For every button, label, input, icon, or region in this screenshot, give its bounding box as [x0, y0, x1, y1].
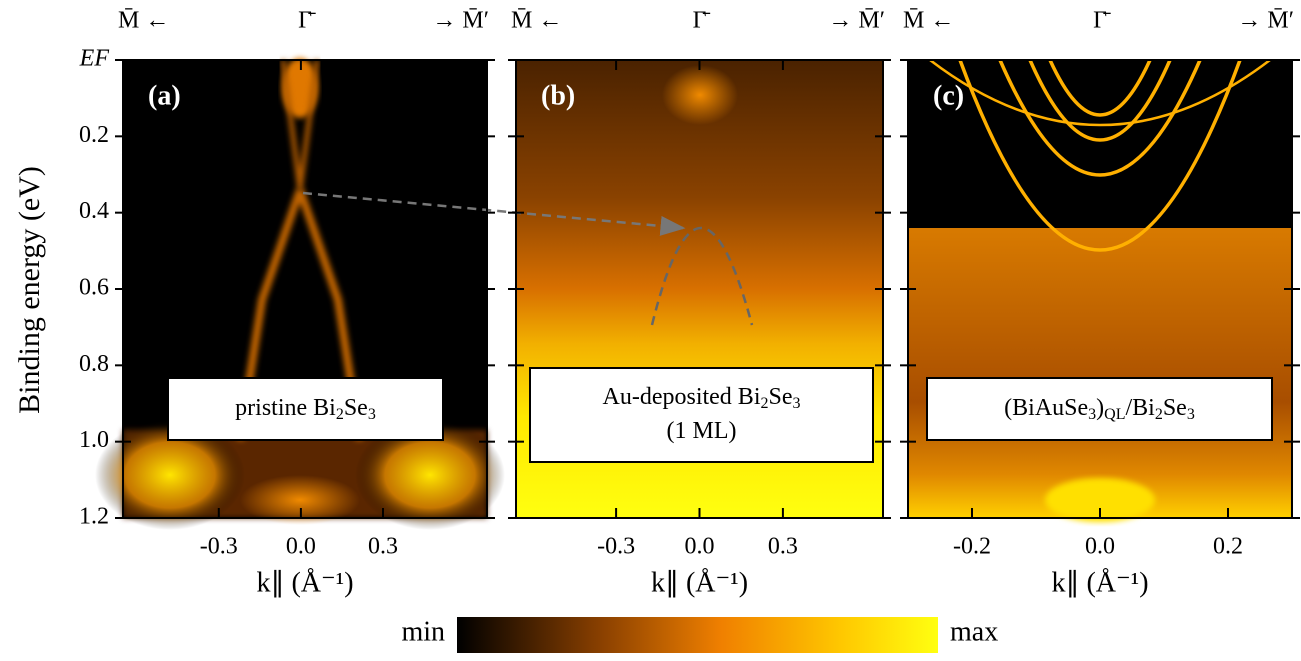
annotation: (1 ML): [667, 418, 737, 444]
annotation-part: Au-deposited Bi: [603, 384, 761, 410]
annotation-part: 2: [336, 406, 344, 423]
colorbar-min: min: [401, 616, 445, 647]
top-label: → M̄′: [1237, 8, 1294, 34]
y-axis-label: Binding energy (eV): [13, 166, 46, 414]
annotation-part: 3: [1187, 406, 1195, 423]
panel-a-image: [95, 58, 505, 530]
annotation-part: ): [1096, 395, 1104, 421]
x-tick-label: 0.3: [368, 534, 398, 560]
annotation-box: [926, 377, 1273, 441]
annotation-part: /Bi: [1125, 395, 1155, 421]
x-tick-label: -0.3: [200, 534, 238, 560]
x-tick-label: 0.0: [1085, 534, 1115, 560]
x-tick-label: -0.2: [953, 534, 991, 560]
y-tick-label: 1.0: [79, 427, 109, 453]
annotation-part: Se: [1163, 395, 1187, 421]
x-tick-label: 0.0: [685, 534, 715, 560]
annotation-part: QL: [1104, 406, 1125, 423]
top-label: Γ̄: [298, 8, 316, 34]
y-tick-label: 0.2: [79, 122, 109, 148]
panel-label: (a): [148, 80, 181, 111]
y-tick-label: EF: [79, 46, 110, 72]
annotation-box: [529, 367, 874, 463]
annotation-part: Se: [768, 384, 792, 410]
x-tick-label: 0.0: [286, 534, 316, 560]
x-tick-label: -0.3: [597, 534, 635, 560]
colorbar-max: max: [950, 616, 998, 647]
top-label: Γ̄: [1093, 8, 1111, 34]
top-label: M̄ ←: [903, 8, 954, 34]
colorbar: min max: [401, 616, 998, 653]
y-tick-label: 0.8: [79, 351, 109, 377]
annotation-part: 3: [1088, 406, 1096, 423]
annotation: (BiAuSe3)QL/Bi2Se3: [1004, 395, 1195, 423]
top-label: M̄ ←: [118, 8, 169, 34]
arrow: [302, 191, 686, 236]
annotation-part: pristine Bi: [235, 395, 336, 421]
annotation: Au-deposited Bi2Se3: [603, 384, 801, 412]
annotation-part: 2: [1155, 406, 1163, 423]
x-tick-label: 0.2: [1213, 534, 1243, 560]
panel-label: (c): [933, 80, 964, 111]
annotation-part: 2: [760, 395, 768, 412]
annotation-part: 3: [368, 406, 376, 423]
panel-label: (b): [541, 80, 575, 111]
annotation-part: (BiAuSe: [1004, 395, 1088, 421]
x-axis-label: k∥ (Å⁻¹): [1051, 567, 1148, 598]
x-tick-label: 0.3: [768, 534, 798, 560]
top-label: Γ̄: [693, 8, 711, 34]
top-label: → M̄′: [828, 8, 885, 34]
annotation-part: (1 ML): [667, 418, 737, 444]
y-tick-label: 0.4: [79, 198, 109, 224]
top-label: M̄ ←: [511, 8, 562, 34]
annotation-part: Se: [344, 395, 368, 421]
y-tick-label: 0.6: [79, 275, 109, 301]
panel-c-image: [908, 59, 1292, 522]
annotation-box: [167, 377, 444, 441]
annotation: pristine Bi2Se3: [235, 395, 376, 423]
y-tick-label: 1.2: [79, 504, 109, 530]
x-axis-label: k∥ (Å⁻¹): [651, 567, 748, 598]
annotation-part: 3: [792, 395, 800, 412]
top-label: → M̄′: [432, 8, 489, 34]
x-axis-label: k∥ (Å⁻¹): [256, 567, 353, 598]
